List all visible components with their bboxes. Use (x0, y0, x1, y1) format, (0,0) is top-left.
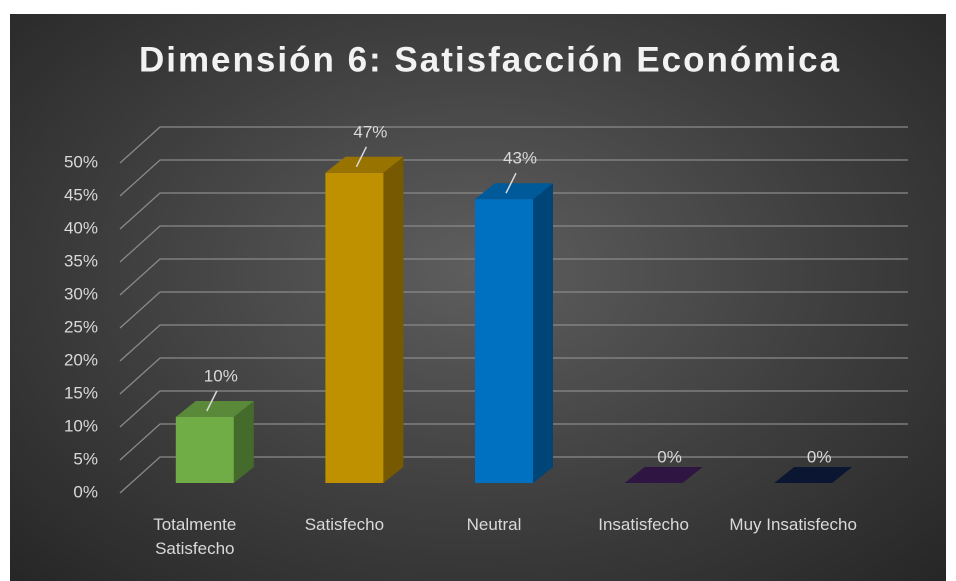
grid-line (119, 423, 908, 461)
grid-line (119, 390, 908, 428)
grid-line (119, 258, 908, 296)
bar-top (475, 183, 553, 200)
chart: Dimensión 6: Satisfacción Económica 0% 5%… (64, 40, 908, 501)
value-label: 43% (503, 149, 537, 168)
y-tick-label: 15% (64, 383, 98, 402)
bar-side (533, 183, 553, 483)
grid-line (119, 126, 908, 164)
y-tick-label: 30% (64, 284, 98, 303)
chart-area: Dimensión 6: Satisfacción Económica 0% 5%… (10, 14, 946, 581)
bar-top (624, 467, 703, 483)
grid-line (119, 192, 908, 230)
grid-line (119, 291, 908, 329)
chart-title: Dimensión 6: Satisfacción Económica (139, 40, 841, 79)
y-tick-label: 10% (64, 416, 98, 435)
y-tick-label: 35% (64, 251, 98, 270)
x-tick-label: Neutral (466, 515, 522, 534)
bar (175, 417, 234, 483)
x-tick-label: Insatisfecho (598, 515, 689, 534)
bar (325, 172, 384, 484)
bar-top (325, 156, 404, 173)
y-tick-label: 25% (64, 317, 98, 336)
x-tick-label: Satisfecho (304, 515, 385, 534)
y-tick-label: 50% (64, 152, 98, 171)
x-tick-label: Muy Insatisfecho (729, 515, 857, 534)
grid-line (119, 159, 908, 197)
leader-line (355, 146, 368, 168)
grid-line (119, 456, 908, 494)
y-tick-label: 5% (73, 449, 98, 468)
value-label: 0% (807, 447, 832, 466)
bar-side (233, 401, 254, 483)
y-tick-label: 0% (73, 482, 98, 501)
y-tick-label: 20% (64, 350, 98, 369)
grid-line (119, 357, 908, 395)
grid-line (119, 225, 908, 263)
y-tick-label: 40% (64, 218, 98, 237)
grid-line (119, 324, 908, 362)
bar (475, 199, 533, 483)
y-tick-label: 45% (64, 185, 98, 204)
bar-top (175, 401, 254, 417)
bar-top (774, 467, 853, 483)
leader-line (505, 172, 517, 194)
value-label: 47% (353, 122, 387, 141)
leader-line (206, 390, 218, 412)
value-label: 10% (204, 366, 238, 385)
bar-side (383, 156, 404, 484)
x-tick-label: Totalmente Satisfecho (153, 515, 237, 558)
value-label: 0% (657, 447, 682, 466)
